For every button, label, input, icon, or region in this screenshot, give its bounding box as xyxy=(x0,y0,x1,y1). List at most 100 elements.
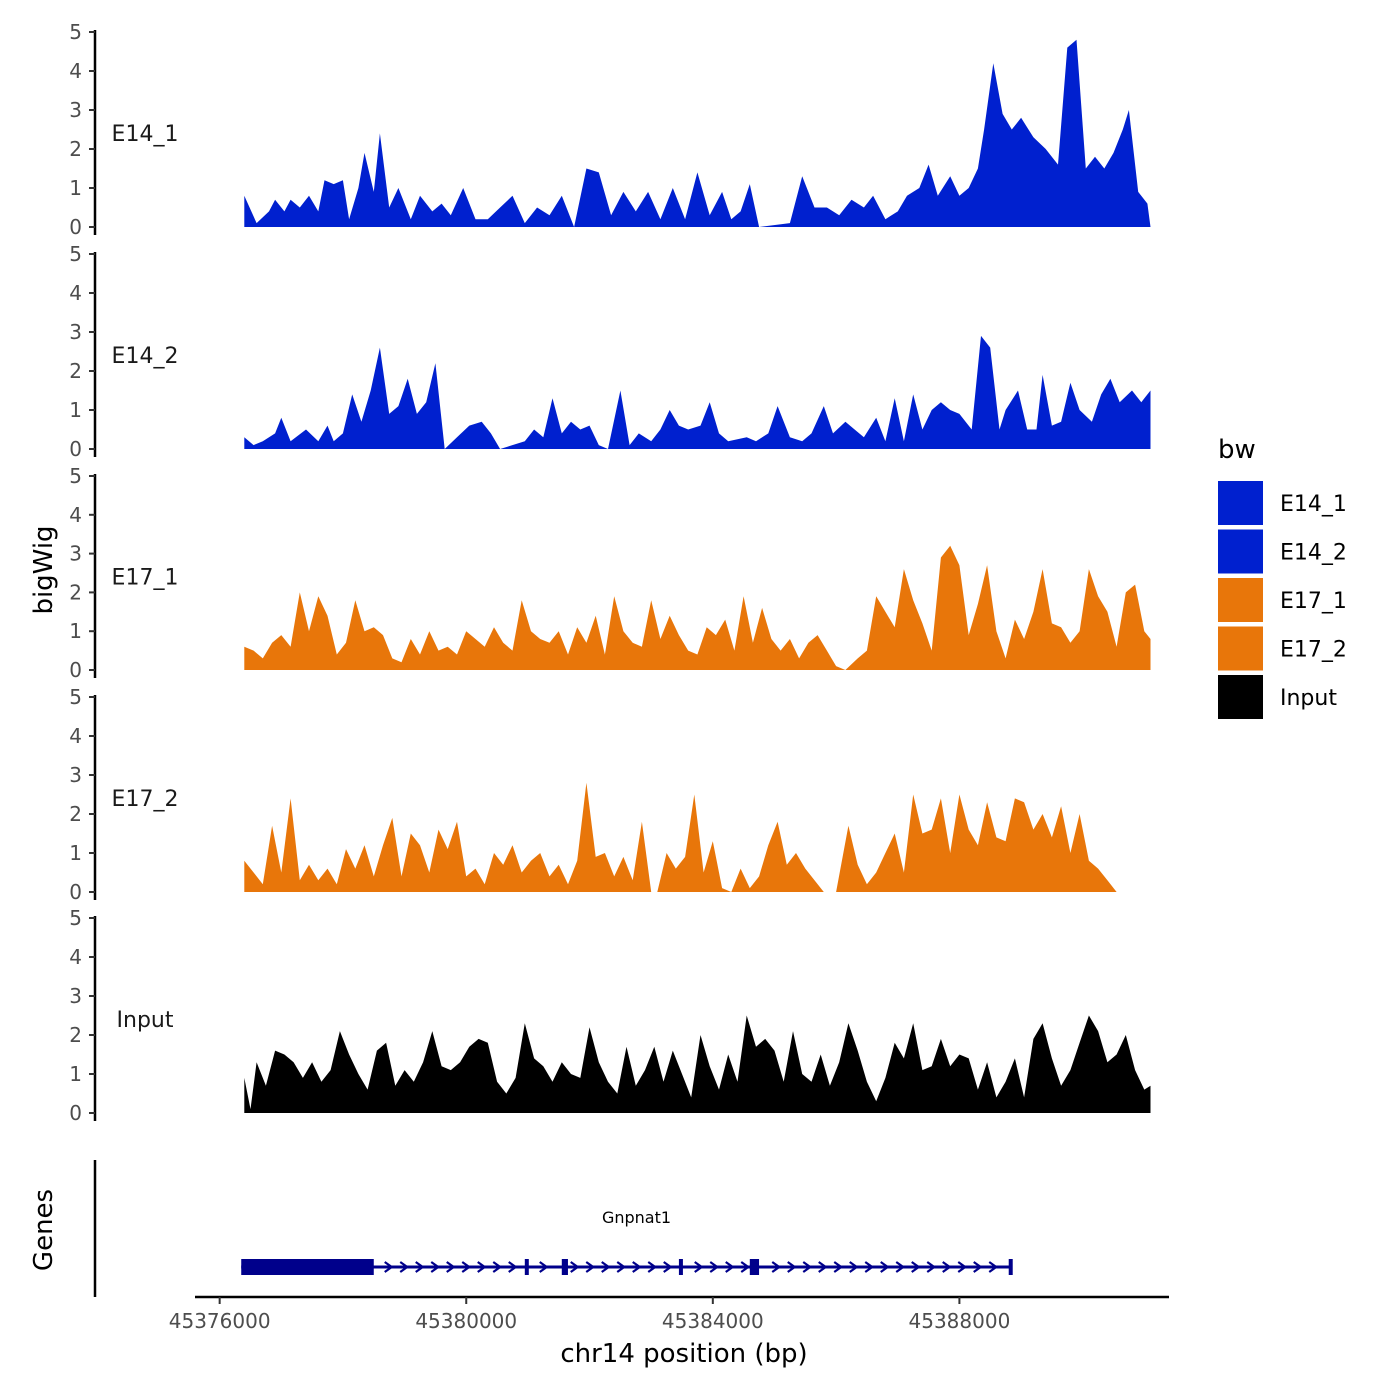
strand-arrow xyxy=(926,1261,937,1273)
y-tick-label: 4 xyxy=(69,503,82,527)
track-label: Input xyxy=(117,1008,174,1033)
y-axis-title: bigWig xyxy=(29,525,59,614)
x-tick-label: 45376000 xyxy=(169,1309,271,1333)
y-tick-label: 4 xyxy=(69,59,82,83)
y-tick-label: 0 xyxy=(69,658,82,682)
legend-swatch xyxy=(1218,626,1263,671)
strand-arrow xyxy=(508,1261,518,1273)
signal-area-E14_2 xyxy=(244,335,1151,449)
track-label: E17_1 xyxy=(112,566,179,591)
strand-arrow xyxy=(802,1261,813,1273)
y-tick-label: 3 xyxy=(69,320,82,344)
signal-area-Input xyxy=(244,1015,1151,1113)
legend-title: bw xyxy=(1218,435,1256,465)
gene-annotation-panel: Gnpnat1 xyxy=(93,1160,1013,1297)
strand-arrow xyxy=(616,1261,627,1273)
strand-arrow xyxy=(818,1261,828,1273)
strand-arrow xyxy=(880,1261,890,1273)
legend-item-Input: Input xyxy=(1218,675,1337,719)
strand-arrow xyxy=(911,1261,921,1273)
strand-arrow xyxy=(647,1261,658,1273)
y-tick-label: 4 xyxy=(69,945,82,969)
y-tick-label: 1 xyxy=(69,1062,82,1086)
y-tick-label: 3 xyxy=(69,984,82,1008)
gene-exon xyxy=(1008,1259,1013,1275)
strand-arrow xyxy=(399,1261,410,1273)
strand-arrow xyxy=(740,1261,751,1273)
strand-arrow xyxy=(632,1261,642,1273)
y-tick-label: 5 xyxy=(69,242,82,266)
track-Input: 0 1 2 3 4 5 Input xyxy=(69,906,1151,1125)
strand-arrow xyxy=(415,1261,425,1273)
legend-item-E17_1: E17_1 xyxy=(1218,578,1347,622)
legend-label: Input xyxy=(1280,686,1337,711)
strand-arrow xyxy=(771,1261,782,1273)
strand-arrow xyxy=(384,1261,394,1273)
strand-arrow xyxy=(492,1261,503,1273)
strand-arrow xyxy=(477,1261,487,1273)
y-tick-label: 3 xyxy=(69,98,82,122)
strand-arrow xyxy=(430,1261,441,1273)
legend-item-E14_1: E14_1 xyxy=(1218,481,1347,525)
strand-arrow xyxy=(833,1261,844,1273)
y-tick-label: 5 xyxy=(69,685,82,709)
signal-area-E17_2 xyxy=(244,782,1151,892)
genes-panel-title: Genes xyxy=(29,1189,59,1271)
y-tick-label: 4 xyxy=(69,724,82,748)
track-E14_2: 0 1 2 3 4 5 E14_2 xyxy=(69,242,1151,461)
strand-arrow xyxy=(895,1261,906,1273)
gene-exon xyxy=(561,1259,568,1275)
strand-arrow xyxy=(570,1261,580,1273)
track-label: E14_1 xyxy=(112,122,179,147)
legend-label: E17_1 xyxy=(1280,589,1347,614)
x-axis-title: chr14 position (bp) xyxy=(560,1339,807,1369)
legend-item-E14_2: E14_2 xyxy=(1218,529,1347,574)
gene-Gnpnat1: Gnpnat1 xyxy=(241,1208,1013,1275)
y-tick-label: 0 xyxy=(69,437,82,461)
strand-arrow xyxy=(585,1261,596,1273)
y-tick-label: 5 xyxy=(69,906,82,930)
track-label: E14_2 xyxy=(112,344,179,369)
y-tick-label: 4 xyxy=(69,281,82,305)
y-tick-label: 1 xyxy=(69,176,82,200)
gene-exon xyxy=(241,1259,374,1275)
signal-area-E17_1 xyxy=(244,545,1151,670)
strand-arrow xyxy=(725,1261,735,1273)
x-tick-label: 45380000 xyxy=(415,1309,517,1333)
gene-exon xyxy=(678,1259,683,1275)
y-tick-label: 0 xyxy=(69,880,82,904)
strand-arrow xyxy=(864,1261,875,1273)
strand-arrow xyxy=(957,1261,968,1273)
strand-arrow xyxy=(849,1261,859,1273)
strand-arrow xyxy=(601,1261,611,1273)
gene-exon xyxy=(524,1259,529,1275)
strand-arrow xyxy=(942,1261,952,1273)
y-tick-label: 5 xyxy=(69,464,82,488)
legend-item-E17_2: E17_2 xyxy=(1218,626,1347,671)
legend-label: E14_1 xyxy=(1280,492,1347,517)
legend-label: E14_2 xyxy=(1280,541,1347,566)
signal-tracks: 0 1 2 3 4 5 E14_1 0 1 2 3 4 5 E14_2 0 1 2 3 4 5 E17_1 0 1 2 3 4 5 E… xyxy=(69,20,1151,1125)
strand-arrow xyxy=(709,1261,720,1273)
signal-area-E14_1 xyxy=(244,39,1151,227)
y-tick-label: 2 xyxy=(69,359,82,383)
strand-arrow xyxy=(973,1261,983,1273)
legend: bw E14_1 E14_2 E17_1 E17_2 Input xyxy=(1218,435,1347,719)
legend-swatch xyxy=(1218,675,1263,719)
y-tick-label: 0 xyxy=(69,215,82,239)
y-tick-label: 2 xyxy=(69,1023,82,1047)
y-tick-label: 1 xyxy=(69,841,82,865)
y-tick-label: 2 xyxy=(69,580,82,604)
track-E17_1: 0 1 2 3 4 5 E17_1 xyxy=(69,464,1151,682)
strand-arrow xyxy=(446,1261,456,1273)
y-tick-label: 3 xyxy=(69,763,82,787)
track-E17_2: 0 1 2 3 4 5 E17_2 xyxy=(69,685,1151,904)
strand-arrow xyxy=(988,1261,999,1273)
strand-arrow xyxy=(663,1261,673,1273)
legend-swatch xyxy=(1218,578,1263,622)
y-tick-label: 2 xyxy=(69,802,82,826)
y-tick-label: 2 xyxy=(69,137,82,161)
strand-arrow xyxy=(539,1261,549,1273)
y-tick-label: 3 xyxy=(69,542,82,566)
